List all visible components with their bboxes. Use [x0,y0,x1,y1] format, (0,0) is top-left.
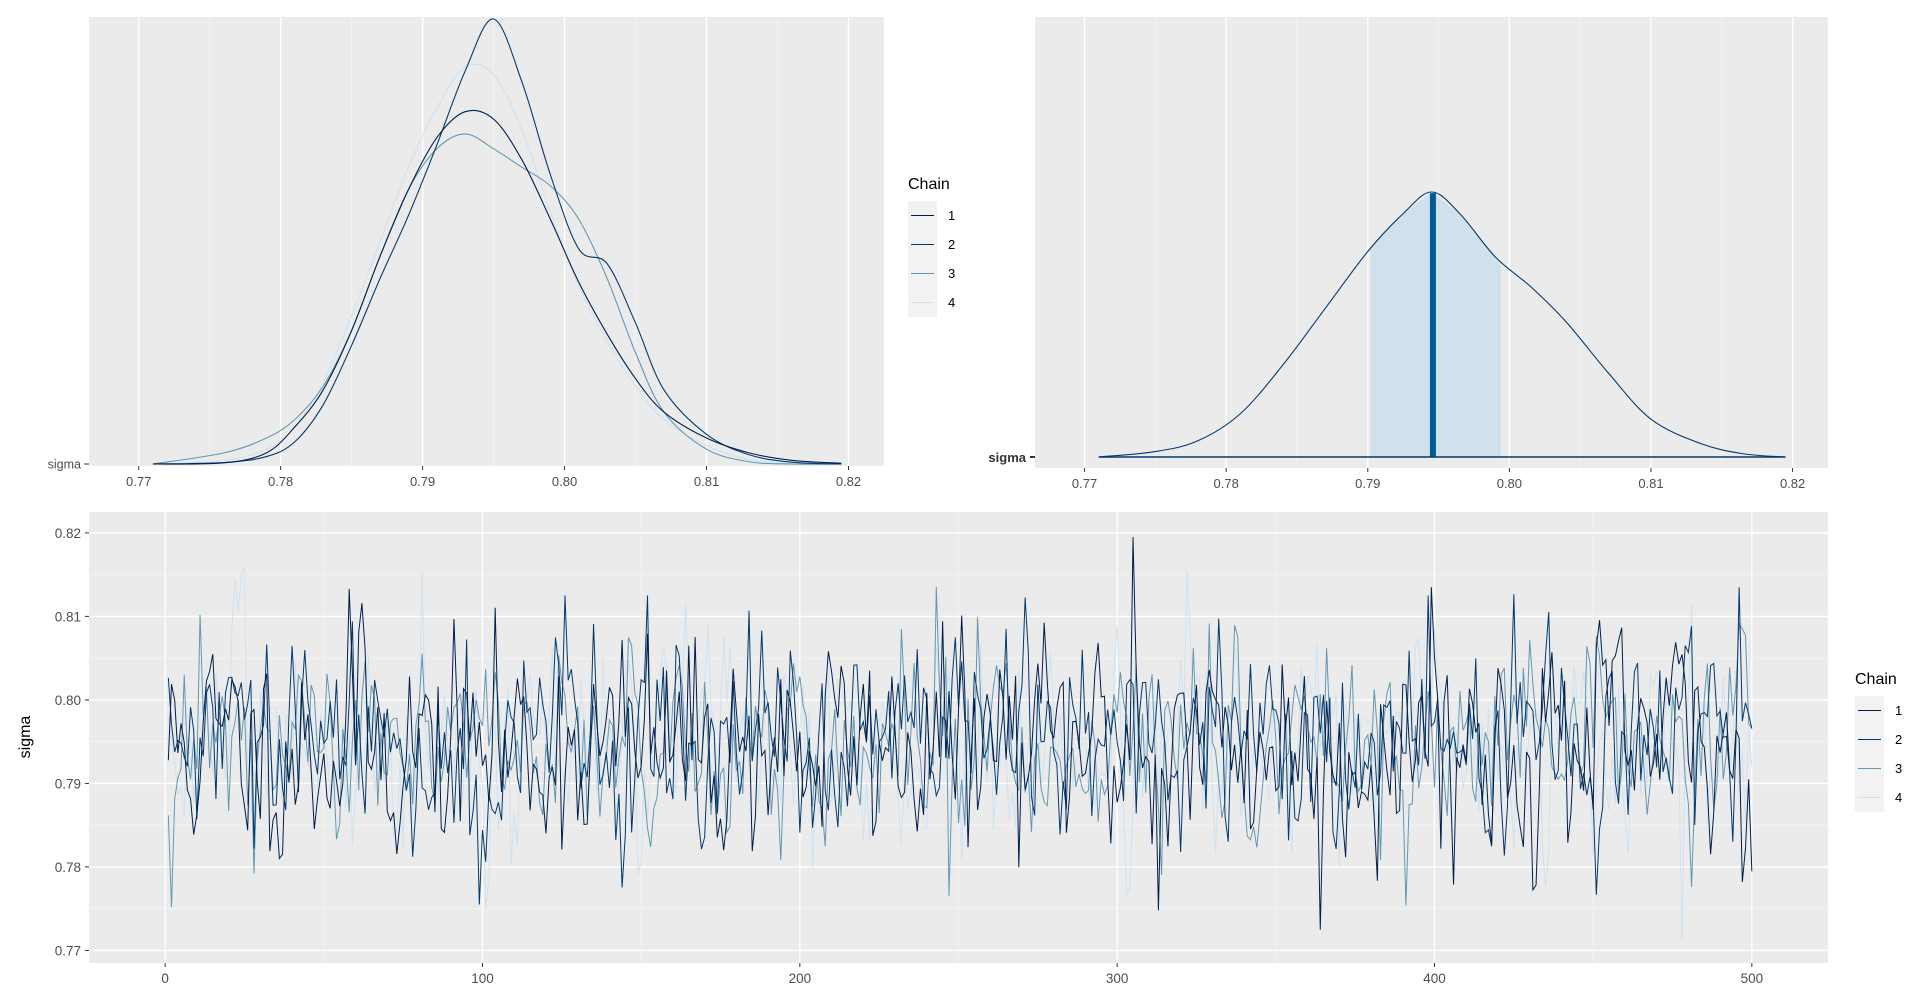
density-chart: 0.77 0.78 0.79 0.80 0.81 0.82 sigma Chain 1 2 3… [48,17,955,489]
trace-legend: Chain 1 2 3 4 [1855,671,1902,812]
areas-x-tick-label: 0.77 [1072,476,1097,491]
density-x-tick-label: 0.81 [694,474,719,489]
density-gridlines [137,17,850,466]
density-x-tick-label: 0.80 [552,474,577,489]
trace-x-tick-label: 300 [1106,971,1129,986]
trace-gridlines [89,512,1828,963]
density-x-tick-label: 0.77 [126,474,151,489]
trace-y-tick-label: 0.80 [55,693,81,708]
trace-chain-1-line [167,537,1753,930]
density-x-tick-label: 0.78 [268,474,293,489]
density-legend-label: 1 [948,208,955,223]
density-legend: Chain 1 2 3 4 [908,176,955,317]
areas-y-axis: sigma [988,450,1035,465]
trace-chain-2-line [167,587,1753,905]
areas-x-axis: 0.77 0.78 0.79 0.80 0.81 0.82 [1072,468,1805,491]
density-x-tick-label: 0.79 [410,474,435,489]
areas-x-tick-label: 0.80 [1497,476,1522,491]
areas-gridlines [1083,17,1794,468]
trace-y-tick-label: 0.79 [55,776,81,791]
areas-x-tick-label: 0.79 [1355,476,1380,491]
trace-y-tick-label: 0.82 [55,526,81,541]
trace-y-tick-label: 0.77 [55,943,81,958]
areas-marks-group [1098,191,1786,458]
trace-y-axis: 0.77 0.78 0.79 0.80 0.81 0.82 [55,526,89,958]
trace-series-group [167,537,1753,941]
density-y-axis: sigma [48,458,89,472]
density-legend-title: Chain [908,176,950,193]
density-x-tick-label: 0.82 [836,474,861,489]
trace-y-tick-label: 0.78 [55,860,81,875]
trace-legend-label: 4 [1895,790,1902,805]
trace-y-axis-title: sigma [17,716,34,759]
trace-y-tick-label: 0.81 [55,609,81,624]
areas-x-tick-label: 0.78 [1214,476,1239,491]
trace-x-tick-label: 0 [161,971,169,986]
density-legend-label: 4 [948,295,955,310]
density-y-tick-label: sigma [48,458,81,472]
trace-x-axis: 0 100 200 300 400 500 [161,963,1763,986]
density-chain-2-line [152,18,842,465]
trace-legend-label: 3 [1895,761,1902,776]
areas-x-tick-label: 0.82 [1780,476,1805,491]
areas-x-tick-label: 0.81 [1638,476,1663,491]
density-chain-1-line [152,109,842,465]
trace-chart: 0 100 200 300 400 500 0.77 0.78 0.79 0.80 0.81 0.8… [17,512,1902,986]
density-panel-background [89,17,884,466]
density-series-group [152,18,842,465]
trace-legend-title: Chain [1855,671,1897,688]
density-x-axis: 0.77 0.78 0.79 0.80 0.81 0.82 [126,466,861,489]
trace-x-tick-label: 400 [1423,971,1446,986]
trace-x-tick-label: 200 [789,971,812,986]
density-chain-3-line [152,133,842,465]
posterior-density-outline [1098,191,1786,458]
trace-chain-3-line [167,587,1753,908]
trace-legend-label: 2 [1895,732,1902,747]
trace-legend-keys: 1 2 3 4 [1855,696,1902,812]
density-legend-keys: 1 2 3 4 [908,201,955,317]
density-legend-label: 3 [948,266,955,281]
trace-x-tick-label: 100 [471,971,494,986]
trace-x-tick-label: 500 [1741,971,1764,986]
density-legend-label: 2 [948,237,955,252]
areas-y-tick-label: sigma [988,450,1026,465]
areas-chart: 0.77 0.78 0.79 0.80 0.81 0.82 sigma [988,17,1828,491]
trace-legend-label: 1 [1895,703,1902,718]
